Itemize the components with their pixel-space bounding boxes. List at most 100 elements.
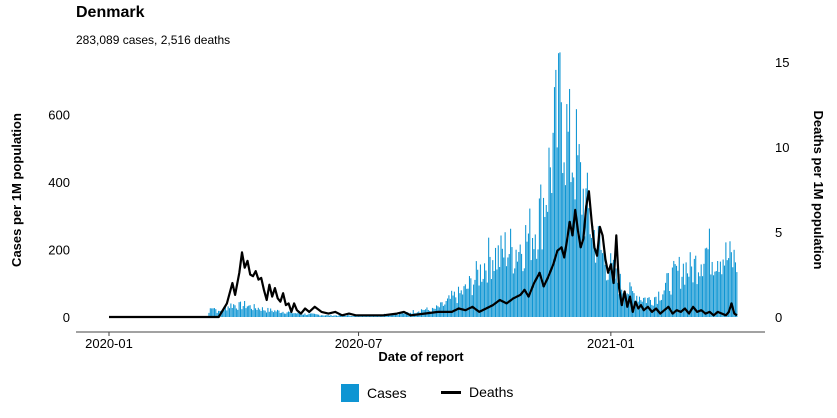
cases-bar [304, 313, 306, 317]
cases-bar [499, 266, 501, 317]
cases-bar [478, 285, 480, 317]
cases-bar [468, 276, 470, 317]
cases-bar [640, 300, 642, 317]
cases-bar [227, 306, 229, 317]
cases-bar [397, 315, 399, 317]
cases-bar [682, 263, 684, 317]
cases-bar [470, 278, 472, 317]
cases-bar [496, 269, 498, 317]
cases-bar [462, 294, 464, 317]
cases-bar [595, 262, 597, 317]
cases-bar [659, 300, 661, 317]
cases-bar [235, 308, 237, 317]
cases-bar [585, 188, 587, 317]
cases-bar [216, 312, 218, 317]
cases-bar [615, 268, 617, 317]
cases-bar [542, 197, 545, 317]
x-axis-ticks: 2020-01 2020-07 2021-01 [85, 332, 635, 351]
cases-bar [684, 284, 686, 317]
cases-bar [501, 248, 503, 317]
left-tick-label: 400 [48, 175, 70, 190]
cases-bar [453, 291, 455, 317]
cases-bars [208, 52, 738, 318]
x-tick-label: 2020-07 [335, 336, 383, 351]
cases-bar [464, 284, 466, 317]
cases-bar [526, 241, 528, 317]
cases-bar [349, 315, 351, 317]
cases-bar [392, 314, 394, 317]
cases-bar [581, 214, 583, 317]
cases-bar [569, 88, 571, 318]
cases-bar [562, 173, 564, 317]
cases-bar [644, 297, 646, 317]
cases-bar [655, 296, 657, 317]
cases-bar [654, 297, 656, 317]
cases-bar [353, 315, 355, 317]
left-tick-label: 600 [48, 107, 70, 122]
cases-bar [444, 304, 446, 317]
cases-bar [263, 310, 265, 317]
cases-bar [327, 315, 329, 317]
cases-bar [553, 87, 556, 317]
cases-bar [330, 314, 332, 317]
cases-bar [447, 298, 449, 317]
cases-bar [486, 282, 488, 317]
cases-bar [260, 310, 262, 317]
cases-bar [283, 313, 285, 317]
cases-bar [282, 311, 284, 317]
cases-bar [674, 264, 676, 317]
cases-bar [607, 279, 609, 317]
cases-bar [286, 312, 288, 317]
cases-bar [610, 253, 612, 317]
cases-bar [223, 306, 225, 317]
deaths-line [109, 190, 738, 319]
x-tick-label: 2020-01 [85, 336, 133, 351]
cases-bar [266, 312, 268, 317]
right-tick-label: 0 [775, 310, 782, 325]
cases-bar [728, 258, 730, 317]
cases-bar [586, 172, 588, 317]
cases-bar [671, 267, 673, 317]
cases-bar [335, 315, 337, 317]
cases-bar [329, 315, 331, 317]
cases-bar [250, 308, 252, 317]
cases-bar [484, 263, 486, 317]
cases-bar [551, 193, 553, 317]
cases-bar [460, 290, 462, 317]
cases-bar [466, 288, 468, 317]
cases-bar [536, 258, 538, 317]
cases-bar [264, 310, 266, 317]
cases-bar [599, 234, 601, 317]
cases-bar [344, 315, 346, 317]
cases-bar [717, 261, 719, 317]
cases-bar [606, 280, 608, 317]
cases-bar [525, 225, 527, 317]
cases-bar [547, 211, 549, 317]
cases-bar [723, 265, 726, 317]
cases-bar [617, 282, 619, 317]
cases-bar [401, 312, 403, 317]
cases-bar [359, 315, 361, 317]
cases-bar [736, 272, 738, 317]
cases-bar [600, 249, 602, 317]
cases-bar [268, 311, 270, 317]
cases-bar [272, 312, 274, 317]
cases-bar [532, 237, 534, 317]
cases-bar [558, 53, 560, 317]
cases-bar [715, 271, 717, 317]
cases-bar [489, 256, 491, 317]
cases-bar [215, 309, 217, 317]
cases-bar [340, 315, 342, 317]
cases-bar [342, 315, 344, 317]
cases-bar [298, 313, 300, 317]
cases-bar [257, 307, 259, 317]
cases-bar [479, 264, 481, 317]
cases-bar [271, 310, 273, 317]
cases-bar [658, 291, 660, 317]
cases-bar [549, 167, 551, 317]
legend-item-deaths: Deaths [441, 384, 513, 400]
cases-bar [714, 271, 716, 317]
cases-bar [301, 314, 303, 317]
left-tick-label: 200 [48, 242, 70, 257]
